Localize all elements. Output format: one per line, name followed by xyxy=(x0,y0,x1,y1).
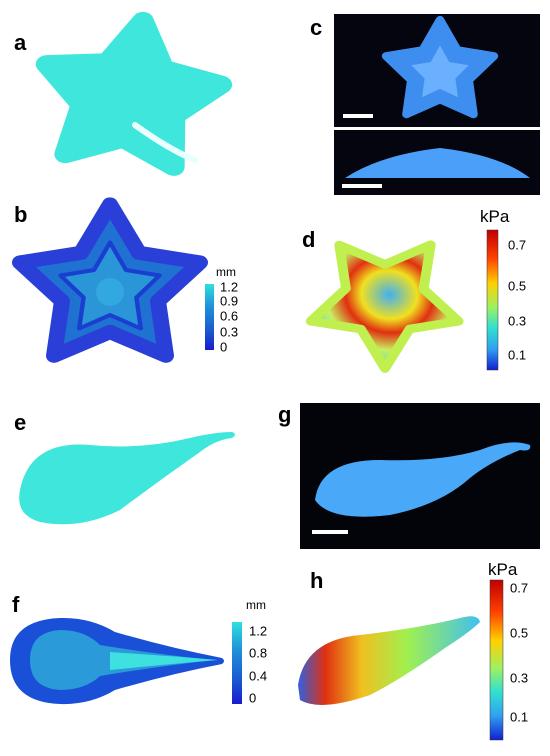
tick-label: 0.9 xyxy=(220,293,238,308)
tick-label: 0.5 xyxy=(508,278,526,293)
tick-label: 0.1 xyxy=(508,347,526,362)
tick-label: 0.3 xyxy=(510,670,528,685)
tadpole-tail xyxy=(110,652,218,670)
tick-label: 1.2 xyxy=(249,623,267,638)
scale-bar xyxy=(343,114,373,118)
tick-label: 0 xyxy=(220,339,227,354)
pressure-map xyxy=(288,207,490,383)
panel-label: c xyxy=(310,15,322,40)
panel-label: d xyxy=(302,227,315,252)
tadpole-photo xyxy=(315,442,531,517)
star-side xyxy=(345,148,530,178)
tadpole-model xyxy=(19,432,235,525)
colorbar-ticks: 0.7 0.5 0.3 0.1 xyxy=(510,580,528,724)
colorbar xyxy=(486,229,499,371)
unit: mm xyxy=(216,265,236,279)
scale-bar xyxy=(342,184,382,188)
star-center xyxy=(96,278,124,306)
tick-label: 0.3 xyxy=(220,324,238,339)
panel-label: h xyxy=(310,568,323,593)
colorbar xyxy=(205,284,214,350)
colorbar xyxy=(489,579,504,741)
colorbar xyxy=(232,622,242,704)
colorbar-ticks: 1.2 0.8 0.4 0 xyxy=(249,623,267,705)
tick-label: 0.8 xyxy=(249,645,267,660)
colorbar-ticks: 0.7 0.5 0.3 0.1 xyxy=(508,237,526,362)
panel-label: g xyxy=(278,402,291,427)
tick-label: 0.7 xyxy=(508,237,526,252)
tick-label: 0.7 xyxy=(510,580,528,595)
tick-label: 0.5 xyxy=(510,625,528,640)
unit: mm xyxy=(246,598,266,612)
unit: kPa xyxy=(480,207,510,226)
panel-label: a xyxy=(14,30,27,55)
pressure-map xyxy=(298,616,480,705)
panel-label: e xyxy=(14,410,26,435)
panel-label: f xyxy=(12,592,20,617)
panel-label: b xyxy=(14,202,27,227)
tick-label: 0.4 xyxy=(249,668,267,683)
tick-label: 0.6 xyxy=(220,308,238,323)
star-model xyxy=(32,11,230,171)
highlight xyxy=(132,122,198,163)
colorbar-ticks: 1.2 0.9 0.6 0.3 0 xyxy=(220,279,238,354)
tick-label: 1.2 xyxy=(220,279,238,294)
tick-label: 0.1 xyxy=(510,709,528,724)
tick-label: 0.3 xyxy=(508,313,526,328)
unit: kPa xyxy=(488,560,518,579)
scale-bar xyxy=(312,530,348,534)
tick-label: 0 xyxy=(249,690,256,705)
